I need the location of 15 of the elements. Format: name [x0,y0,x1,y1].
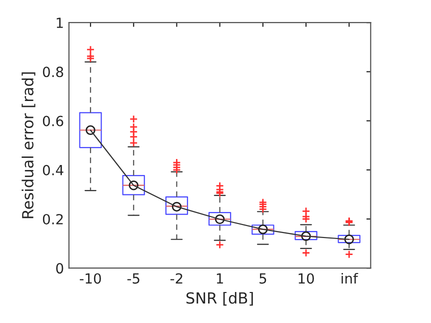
x-tick-label: 1 [216,273,223,284]
y-tick-label: 0.8 [42,66,64,78]
x-tick-label: -2 [170,273,182,284]
y-tick-label: 0.2 [42,214,63,224]
y-tick-label: 0.4 [42,164,64,176]
x-tick-label: inf [342,272,358,284]
y-tick-label: 0 [56,263,64,274]
y-axis-title: Residual error [rad] [22,72,36,218]
x-axis-title: SNR [dB] [186,292,253,306]
x-tick-label: -5 [127,273,140,284]
x-tick-label: 5 [260,273,266,284]
y-tick-label: 1 [56,18,63,28]
x-tick-label: 10 [298,273,314,284]
y-tick-label: 0.6 [42,116,64,126]
x-tick-label: -10 [80,273,101,284]
